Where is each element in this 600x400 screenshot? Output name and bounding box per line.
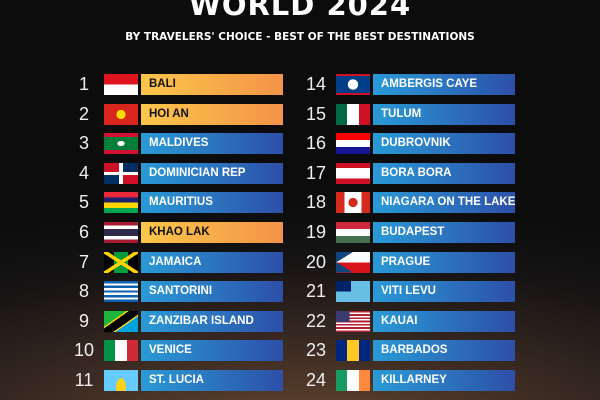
- ireland-flag-icon: [336, 370, 370, 391]
- destination-label: TULUM: [373, 103, 515, 125]
- indonesia-flag-icon: [104, 74, 138, 95]
- hungary-flag-icon: [336, 222, 370, 243]
- rank-number: 23: [305, 340, 327, 361]
- page-title: WORLD 2024: [188, 0, 412, 22]
- barbados-flag-icon: [336, 340, 370, 362]
- maldives-flag-icon: [104, 133, 138, 155]
- destination-label: NIAGARA ON THE LAKE: [373, 192, 515, 214]
- rank-number: 2: [78, 103, 89, 124]
- destination-label: BUDAPEST: [373, 222, 515, 243]
- destination-label: DOMINICIAN REP: [141, 162, 283, 184]
- tanzania-flag-icon: [104, 310, 138, 332]
- destination-label: KHAO LAK: [141, 222, 283, 243]
- rank-number: 10: [73, 340, 95, 361]
- rank-number: 1: [78, 74, 89, 94]
- rank-number: 4: [78, 162, 89, 183]
- canada-flag-icon: [336, 192, 370, 214]
- czechia-flag-icon: [336, 251, 370, 273]
- destination-label: BALI: [141, 74, 283, 95]
- rank-number: 8: [78, 281, 89, 302]
- rank-number: 11: [74, 370, 94, 390]
- rank-number: 6: [78, 222, 89, 242]
- saint-lucia-flag-icon: [104, 370, 138, 391]
- jamaica-flag-icon: [104, 251, 138, 273]
- rank-number: 19: [305, 222, 327, 242]
- french-polynesia-flag-icon: [336, 162, 370, 184]
- italy-flag-icon: [104, 340, 138, 362]
- rank-number: 9: [78, 310, 89, 331]
- destination-label: BORA BORA: [373, 162, 515, 184]
- belize-flag-icon: [336, 74, 370, 95]
- destination-label: KILLARNEY: [373, 370, 515, 391]
- rank-number: 20: [305, 251, 327, 272]
- fiji-flag-icon: [336, 281, 370, 303]
- rank-number: 18: [305, 192, 327, 213]
- destination-label: PRAGUE: [373, 251, 515, 273]
- destination-label: KAUAI: [373, 310, 515, 332]
- destination-label: AMBERGIS CAYE: [373, 74, 515, 95]
- destination-label: MAURITIUS: [141, 192, 283, 214]
- rank-number: 16: [305, 133, 327, 154]
- mauritius-flag-icon: [104, 192, 138, 214]
- destination-label: MALDIVES: [141, 133, 283, 155]
- destination-label: HOI AN: [141, 103, 283, 125]
- rank-number: 7: [78, 251, 89, 272]
- rank-number: 22: [305, 310, 327, 331]
- rank-number: 24: [305, 370, 327, 390]
- rank-number: 17: [305, 162, 327, 183]
- destination-label: ST. LUCIA: [141, 370, 283, 391]
- greece-flag-icon: [104, 281, 138, 303]
- usa-flag-icon: [336, 310, 370, 332]
- destination-label: DUBROVNIK: [373, 133, 515, 155]
- destination-label: SANTORINI: [141, 281, 283, 303]
- page-subtitle: BY TRAVELERS' CHOICE - BEST OF THE BEST …: [125, 31, 475, 43]
- vietnam-flag-icon: [104, 103, 138, 125]
- mexico-flag-icon: [336, 103, 370, 125]
- rank-number: 14: [305, 74, 327, 94]
- rank-number: 3: [78, 133, 89, 154]
- dominican-republic-flag-icon: [104, 162, 138, 184]
- destination-label: VITI LEVU: [373, 281, 515, 303]
- destination-label: ZANZIBAR ISLAND: [141, 310, 283, 332]
- destination-label: BARBADOS: [373, 340, 515, 362]
- rank-number: 15: [305, 103, 327, 124]
- destination-label: JAMAICA: [141, 251, 283, 273]
- rank-number: 21: [305, 281, 327, 302]
- thailand-flag-icon: [104, 222, 138, 243]
- destination-label: VENICE: [141, 340, 283, 362]
- croatia-flag-icon: [336, 133, 370, 155]
- rank-number: 5: [78, 192, 89, 213]
